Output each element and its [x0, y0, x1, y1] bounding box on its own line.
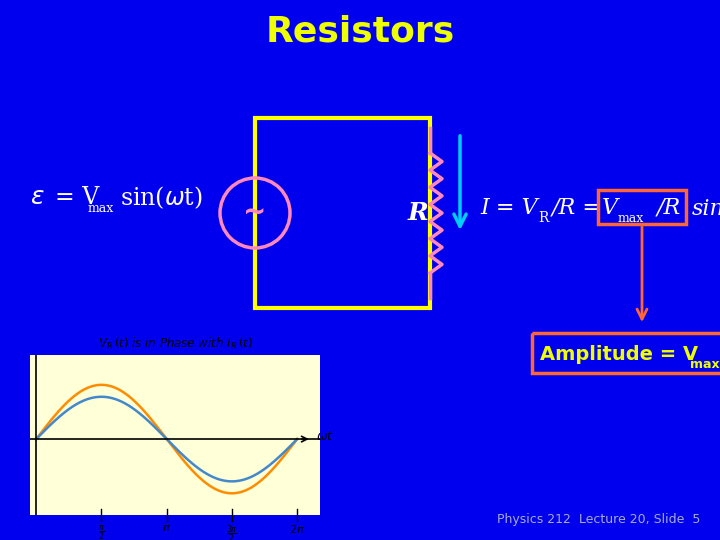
- Bar: [532, 333, 720, 373]
- Text: Physics 212  Lecture 20, Slide  5: Physics 212 Lecture 20, Slide 5: [497, 514, 700, 526]
- Text: $\frac{3\pi}{2}$: $\frac{3\pi}{2}$: [226, 523, 238, 540]
- Text: V: V: [602, 197, 618, 219]
- Text: max: max: [690, 359, 719, 372]
- Text: I = V: I = V: [480, 197, 538, 219]
- Text: R: R: [408, 201, 428, 225]
- Text: $\omega t$: $\omega t$: [316, 430, 333, 443]
- Text: max: max: [88, 201, 114, 214]
- Bar: [255, 118, 430, 308]
- Text: $V_R\,(t)$ is in Phase with $I_R\,(t)$: $V_R\,(t)$ is in Phase with $I_R\,(t)$: [98, 336, 253, 352]
- Text: $2\pi$: $2\pi$: [289, 523, 305, 535]
- Text: Resistors: Resistors: [266, 15, 454, 49]
- Text: sin(ωt): sin(ωt): [692, 197, 720, 219]
- Text: Amplitude = V: Amplitude = V: [540, 346, 698, 365]
- Text: $\frac{\pi}{2}$: $\frac{\pi}{2}$: [98, 523, 105, 540]
- Text: $\pi$: $\pi$: [162, 523, 171, 533]
- Text: max: max: [618, 212, 644, 225]
- Text: R: R: [538, 211, 549, 225]
- Text: ~: ~: [243, 199, 266, 227]
- Text: sin($\omega$t): sin($\omega$t): [120, 185, 203, 211]
- Text: = V: = V: [55, 186, 99, 210]
- Bar: [598, 190, 686, 224]
- Text: /R: /R: [657, 197, 681, 219]
- Text: /R =: /R =: [552, 197, 609, 219]
- Text: $\varepsilon$: $\varepsilon$: [30, 186, 45, 210]
